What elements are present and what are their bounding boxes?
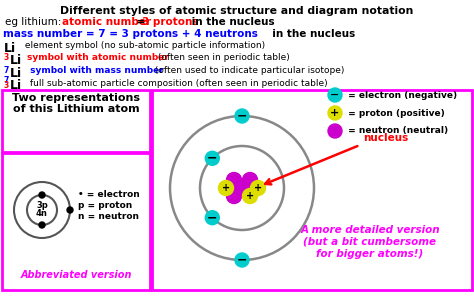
Text: mass number = 7 = 3 protons + 4 neutrons: mass number = 7 = 3 protons + 4 neutrons: [3, 29, 258, 39]
Bar: [2, 153, 150, 290]
Text: 3: 3: [4, 53, 9, 62]
Text: = electron (negative): = electron (negative): [345, 91, 457, 100]
Circle shape: [243, 172, 257, 188]
Text: 7: 7: [4, 76, 9, 85]
Circle shape: [205, 211, 219, 225]
Text: eg lithium:: eg lithium:: [5, 17, 64, 27]
Circle shape: [235, 181, 249, 196]
Text: +: +: [254, 183, 262, 193]
Circle shape: [39, 222, 45, 228]
Text: 3: 3: [4, 81, 9, 90]
Text: 3p: 3p: [36, 202, 48, 211]
Circle shape: [250, 181, 265, 196]
Circle shape: [67, 207, 73, 213]
Circle shape: [235, 253, 249, 267]
Text: of this Lithium atom: of this Lithium atom: [13, 104, 139, 114]
Text: full sub-atomic particle composition (often seen in periodic table): full sub-atomic particle composition (of…: [27, 79, 328, 88]
Text: (but a bit cumbersome: (but a bit cumbersome: [303, 237, 437, 247]
Circle shape: [227, 172, 241, 188]
Text: A more detailed version: A more detailed version: [300, 225, 440, 235]
Text: element symbol (no sub-atomic particle information): element symbol (no sub-atomic particle i…: [22, 41, 265, 50]
Text: atomic number: atomic number: [62, 17, 151, 27]
Text: nucleus: nucleus: [363, 133, 408, 143]
Text: −: −: [207, 211, 218, 224]
Circle shape: [205, 151, 219, 165]
Text: −: −: [237, 110, 247, 122]
Text: Li: Li: [4, 42, 16, 55]
Text: =: =: [133, 17, 149, 27]
Text: 7: 7: [4, 66, 9, 75]
Circle shape: [39, 192, 45, 198]
Circle shape: [328, 106, 342, 120]
Text: 3 protons: 3 protons: [142, 17, 199, 27]
Text: Abbreviated version: Abbreviated version: [20, 270, 132, 280]
Text: symbol with mass number: symbol with mass number: [27, 66, 164, 75]
Text: (often seen in periodic table): (often seen in periodic table): [155, 53, 290, 62]
Text: +: +: [246, 191, 254, 201]
Text: −: −: [237, 254, 247, 266]
Circle shape: [328, 124, 342, 138]
Text: = proton (positive): = proton (positive): [345, 109, 445, 118]
Text: −: −: [207, 152, 218, 165]
Text: +: +: [330, 108, 340, 118]
Text: for bigger atoms!): for bigger atoms!): [316, 249, 424, 259]
Text: n = neutron: n = neutron: [78, 212, 139, 221]
Text: 4n: 4n: [36, 209, 48, 218]
Bar: [2, 90, 150, 152]
Text: Different styles of atomic structure and diagram notation: Different styles of atomic structure and…: [60, 6, 414, 16]
Text: Li: Li: [10, 79, 22, 92]
Bar: [152, 90, 472, 290]
Text: • = electron: • = electron: [78, 190, 140, 199]
Text: Two representations: Two representations: [12, 93, 140, 103]
Circle shape: [235, 109, 249, 123]
Circle shape: [219, 181, 234, 196]
Text: (often used to indicate particular isotope): (often used to indicate particular isoto…: [152, 66, 345, 75]
Circle shape: [243, 188, 257, 203]
Text: +: +: [222, 183, 230, 193]
Circle shape: [227, 188, 241, 203]
Text: in the nucleus: in the nucleus: [188, 17, 274, 27]
Text: Li: Li: [10, 67, 22, 80]
Text: −: −: [330, 90, 340, 100]
Text: in the nucleus: in the nucleus: [265, 29, 355, 39]
Circle shape: [328, 88, 342, 102]
Text: Li: Li: [10, 54, 22, 67]
Text: symbol with atomic number: symbol with atomic number: [27, 53, 169, 62]
Text: p = proton: p = proton: [78, 201, 132, 210]
Text: = neutron (neutral): = neutron (neutral): [345, 127, 448, 136]
